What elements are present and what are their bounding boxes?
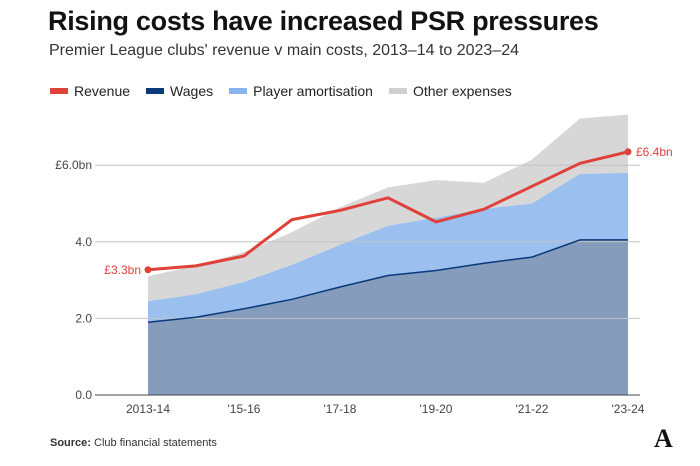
legend-swatch-other-expenses [388,88,407,94]
legend-item-player-amortisation: Player amortisation [229,83,373,99]
chart-title: Rising costs have increased PSR pressure… [48,6,599,36]
x-tick-label-17-18: '17-18 [324,402,357,416]
legend: Revenue Wages Player amortisation Other … [50,83,528,99]
y-tick-label-0: 0.0 [75,388,92,402]
annotation-revenue-0: £3.3bn [104,263,141,277]
legend-label-player-amortisation: Player amortisation [253,83,373,99]
legend-item-revenue: Revenue [50,83,130,99]
line-revenue [147,150,629,272]
chart-subtitle: Premier League clubs' revenue v main cos… [49,42,520,59]
legend-item-wages: Wages [146,83,213,99]
legend-item-other-expenses: Other expenses [388,83,512,99]
annotation-revenue-10: £6.4bn [636,145,673,159]
point-revenue-10 [624,148,632,156]
area-wages [148,239,628,395]
y-tick-label-2: 2.0 [75,311,92,325]
x-tick-label-2013-14: 2013-14 [126,402,170,416]
legend-label-wages: Wages [170,83,214,99]
y-tick-label-4: 4.0 [75,235,92,249]
x-tick-label-23-24: '23-24 [612,402,645,416]
source-label: Source: [50,437,91,449]
legend-swatch-revenue [50,88,68,94]
area-player-amortisation [148,172,628,323]
legend-label-other-expenses: Other expenses [412,83,512,99]
area-other-expenses [148,114,628,302]
line-wages [147,239,628,323]
x-tick-label-21-22: '21-22 [516,402,549,416]
y-tick-label-6: £6.0bn [55,158,92,172]
legend-swatch-player-amortisation [229,88,248,94]
publisher-logo: A [654,424,673,453]
legend-label-revenue: Revenue [74,83,131,99]
source-note: Source: Club financial statements [50,437,217,449]
point-revenue-0 [144,266,152,274]
source-text: Club financial statements [90,437,217,449]
x-tick-label-19-20: '19-20 [420,402,453,416]
legend-swatch-wages [146,88,165,94]
x-tick-label-15-16: '15-16 [228,402,261,416]
